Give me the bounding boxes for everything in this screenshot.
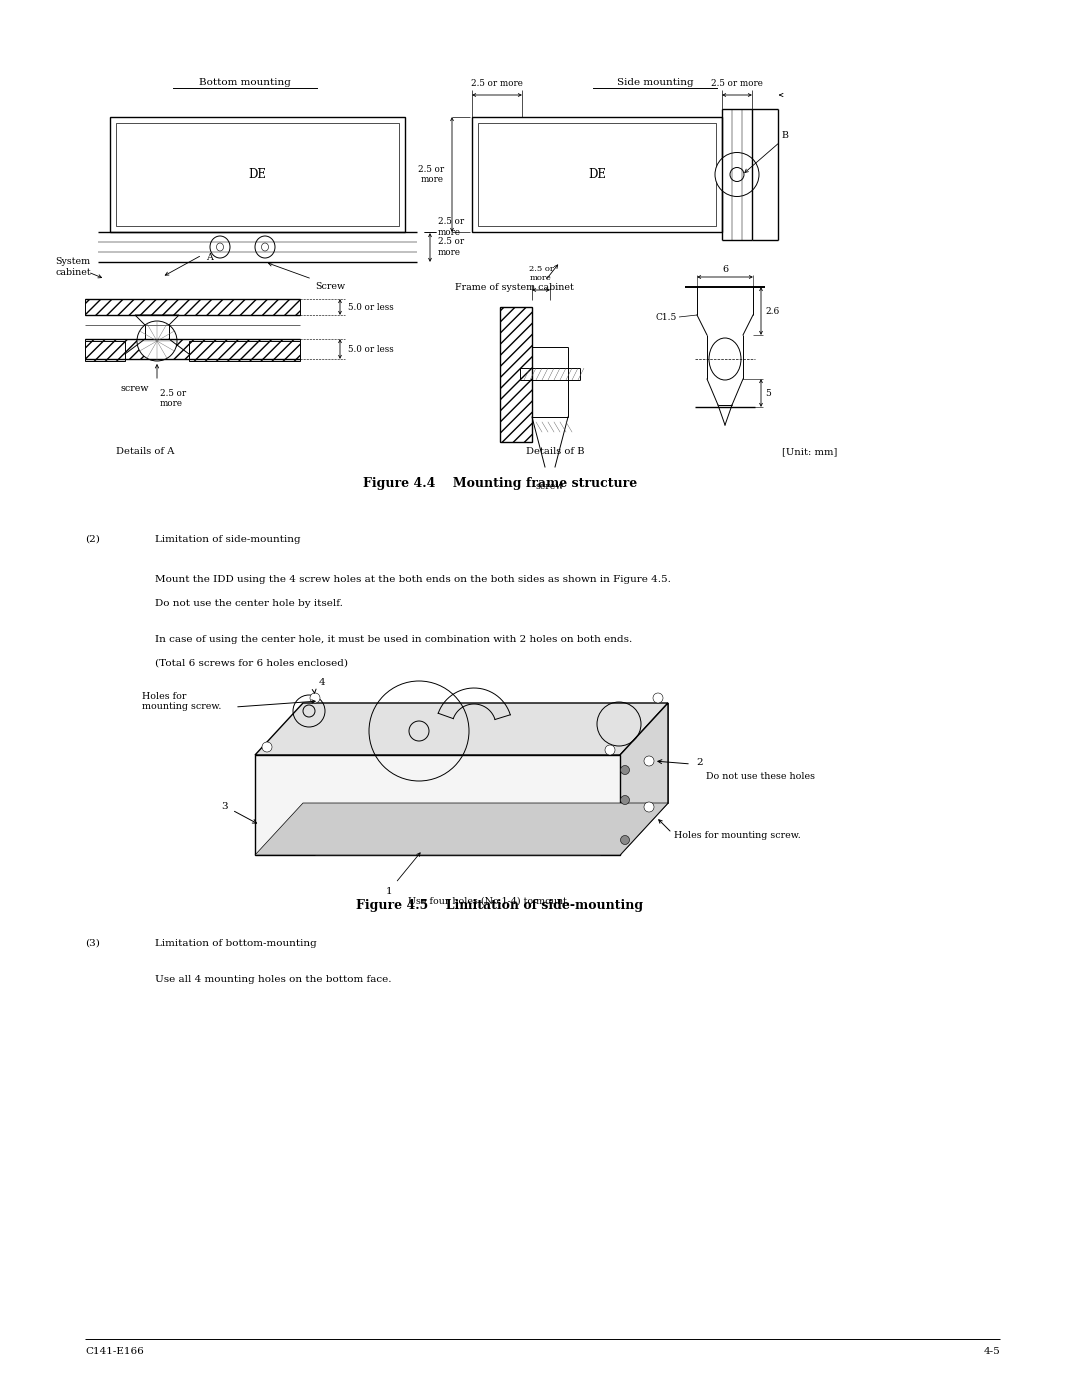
Text: 2.5 or
more: 2.5 or more xyxy=(418,165,444,184)
Bar xyxy=(320,837,323,855)
Text: 2.5 or
more: 2.5 or more xyxy=(160,388,186,408)
Text: Limitation of bottom-mounting: Limitation of bottom-mounting xyxy=(156,939,316,949)
Text: System
cabinet: System cabinet xyxy=(55,257,91,277)
Bar xyxy=(577,837,580,855)
Text: 2.5 or more: 2.5 or more xyxy=(471,80,523,88)
Text: 2.5 or
more: 2.5 or more xyxy=(528,265,553,282)
Text: 2.5 or
more: 2.5 or more xyxy=(438,237,464,257)
Bar xyxy=(189,341,300,360)
Ellipse shape xyxy=(255,236,275,258)
Circle shape xyxy=(310,693,320,703)
Bar xyxy=(481,837,483,855)
Text: screw: screw xyxy=(536,482,564,490)
Bar xyxy=(384,837,387,855)
Text: Holes for mounting screw.: Holes for mounting screw. xyxy=(674,830,800,840)
Bar xyxy=(417,837,419,855)
Bar xyxy=(352,837,354,855)
Polygon shape xyxy=(255,803,669,855)
Circle shape xyxy=(262,742,272,752)
Text: 5.0 or less: 5.0 or less xyxy=(348,345,394,353)
Text: 1: 1 xyxy=(386,887,392,895)
Text: 2.5 or more: 2.5 or more xyxy=(711,80,762,88)
Bar xyxy=(368,837,370,855)
Text: (Total 6 screws for 6 holes enclosed): (Total 6 screws for 6 holes enclosed) xyxy=(156,659,348,668)
Bar xyxy=(593,837,595,855)
Bar xyxy=(116,123,399,226)
Text: 5.0 or less: 5.0 or less xyxy=(348,303,394,312)
Text: Side mounting: Side mounting xyxy=(617,78,693,87)
Bar xyxy=(561,837,564,855)
Text: screw: screw xyxy=(121,384,149,393)
Text: C1.5: C1.5 xyxy=(656,313,677,321)
Bar xyxy=(432,837,435,855)
Text: Bottom mounting: Bottom mounting xyxy=(199,78,291,87)
Text: Figure 4.5    Limitation of side-mounting: Figure 4.5 Limitation of side-mounting xyxy=(356,900,644,912)
Polygon shape xyxy=(620,703,669,855)
Text: 3: 3 xyxy=(221,802,228,810)
Text: Frame of system cabinet: Frame of system cabinet xyxy=(455,282,573,292)
Bar xyxy=(500,307,532,441)
Text: Do not use these holes: Do not use these holes xyxy=(706,771,815,781)
Circle shape xyxy=(644,802,654,812)
Text: C141-E166: C141-E166 xyxy=(85,1347,144,1356)
Bar xyxy=(544,837,548,855)
Circle shape xyxy=(730,168,744,182)
Text: Details of A: Details of A xyxy=(116,447,174,455)
Bar xyxy=(401,837,403,855)
Bar xyxy=(315,842,600,855)
Text: In case of using the center hole, it must be used in combination with 2 holes on: In case of using the center hole, it mus… xyxy=(156,636,632,644)
Polygon shape xyxy=(303,703,669,803)
Text: 4-5: 4-5 xyxy=(983,1347,1000,1356)
Bar xyxy=(478,123,716,226)
Bar xyxy=(497,837,499,855)
Text: 2.5 or
more: 2.5 or more xyxy=(438,218,464,236)
Text: DE: DE xyxy=(588,168,606,182)
Text: Screw: Screw xyxy=(315,282,346,291)
Text: Holes for
mounting screw.: Holes for mounting screw. xyxy=(141,692,221,711)
Text: Figure 4.4    Mounting frame structure: Figure 4.4 Mounting frame structure xyxy=(363,476,637,490)
Bar xyxy=(85,341,125,360)
Text: (2): (2) xyxy=(85,535,99,543)
Circle shape xyxy=(653,693,663,703)
Bar xyxy=(513,837,515,855)
Text: Details of B: Details of B xyxy=(526,447,584,455)
Text: 5: 5 xyxy=(765,388,771,398)
Text: Limitation of side-mounting: Limitation of side-mounting xyxy=(156,535,300,543)
Polygon shape xyxy=(255,703,669,754)
Text: [Unit: mm]: [Unit: mm] xyxy=(782,447,838,455)
Circle shape xyxy=(621,835,630,845)
Bar xyxy=(85,299,300,314)
Text: 4: 4 xyxy=(319,678,325,687)
Circle shape xyxy=(715,152,759,197)
Text: 6: 6 xyxy=(721,265,728,274)
Text: DE: DE xyxy=(248,168,267,182)
Polygon shape xyxy=(255,754,620,855)
Bar xyxy=(110,117,405,232)
Bar xyxy=(472,117,723,232)
Circle shape xyxy=(621,795,630,805)
Circle shape xyxy=(621,766,630,774)
Bar xyxy=(336,837,338,855)
Bar xyxy=(85,339,300,359)
Bar xyxy=(448,837,451,855)
Text: Use four holes (No.1-4) to mount.: Use four holes (No.1-4) to mount. xyxy=(407,897,569,905)
Text: 2: 2 xyxy=(696,757,703,767)
Ellipse shape xyxy=(210,236,230,258)
Circle shape xyxy=(137,321,177,360)
Text: Use all 4 mounting holes on the bottom face.: Use all 4 mounting holes on the bottom f… xyxy=(156,975,391,983)
Circle shape xyxy=(644,756,654,766)
Text: (3): (3) xyxy=(85,939,99,949)
Bar xyxy=(464,837,467,855)
Text: A: A xyxy=(206,253,213,261)
Text: Do not use the center hole by itself.: Do not use the center hole by itself. xyxy=(156,599,342,608)
Polygon shape xyxy=(135,314,179,326)
Text: 2.6: 2.6 xyxy=(765,306,780,316)
Bar xyxy=(529,837,531,855)
Circle shape xyxy=(605,745,615,754)
Text: B: B xyxy=(782,130,789,140)
Text: Mount the IDD using the 4 screw holes at the both ends on the both sides as show: Mount the IDD using the 4 screw holes at… xyxy=(156,576,671,584)
